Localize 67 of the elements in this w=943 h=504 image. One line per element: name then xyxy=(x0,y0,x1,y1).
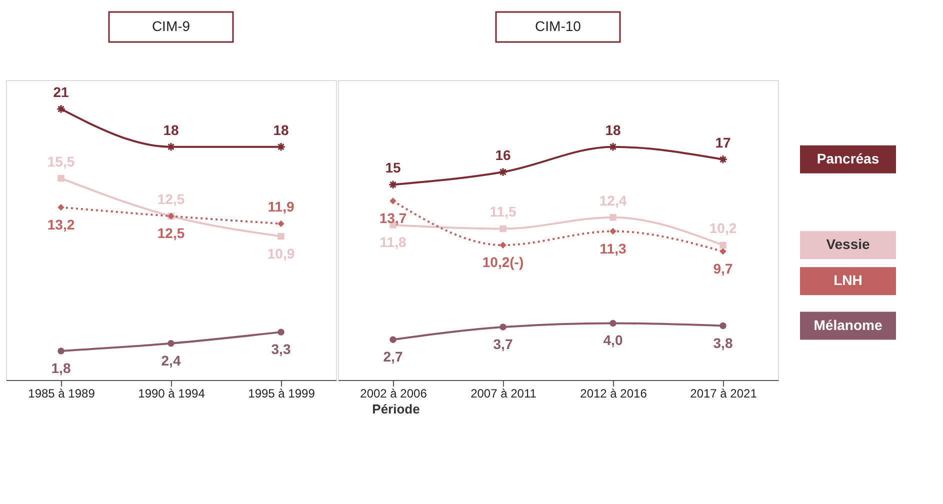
point xyxy=(720,248,726,255)
data-label: 9,7 xyxy=(713,260,733,276)
point xyxy=(610,320,616,327)
data-label: 21 xyxy=(53,84,69,100)
data-label: 13,2 xyxy=(47,216,75,232)
data-label: 13,7 xyxy=(379,210,407,226)
data-label: 11,5 xyxy=(490,204,516,220)
data-label: 12,5 xyxy=(157,225,185,242)
point xyxy=(276,142,286,152)
point xyxy=(58,348,64,354)
data-label: 3,8 xyxy=(713,334,733,351)
point xyxy=(720,322,726,330)
data-label: 11,8 xyxy=(380,234,406,250)
point xyxy=(610,228,616,235)
data-label: 18 xyxy=(163,122,179,138)
x-tick-label: 1995 à 1999 xyxy=(248,386,316,400)
x-tick-label: 1990 à 1994 xyxy=(138,386,206,400)
point xyxy=(718,154,728,164)
data-label: 15 xyxy=(385,160,401,176)
point xyxy=(278,328,284,336)
point xyxy=(58,174,64,182)
point xyxy=(168,340,174,347)
data-label: 10,2 xyxy=(709,220,737,236)
chart-title: CIM-9 xyxy=(152,18,190,34)
data-label: 17 xyxy=(715,134,731,150)
point xyxy=(610,214,616,221)
data-label: 3,7 xyxy=(493,336,513,352)
point xyxy=(58,204,64,211)
data-label: 10,9 xyxy=(267,245,295,262)
text: LNH xyxy=(834,272,862,288)
data-label: 10,2(-) xyxy=(482,254,524,270)
x-tick-label: 2017 à 2021 xyxy=(690,386,758,400)
text: Vessie xyxy=(826,236,870,252)
x-tick-label: 2012 à 2016 xyxy=(580,386,648,400)
x-tick-label: 1985 à 1989 xyxy=(28,386,96,400)
data-label: 18 xyxy=(273,122,289,138)
point xyxy=(56,104,66,114)
data-label: 2,4 xyxy=(161,352,181,368)
point xyxy=(498,167,508,177)
data-label: 11,3 xyxy=(600,240,626,256)
data-label: 2,7 xyxy=(383,348,403,365)
data-label: 12,5 xyxy=(157,191,185,208)
point xyxy=(500,324,506,330)
point xyxy=(720,242,726,248)
x-tick-label: 2002 à 2006 xyxy=(360,386,428,400)
data-label: 16 xyxy=(495,147,511,164)
x-tick-label: 2007 à 2011 xyxy=(470,386,537,400)
data-label: 11,9 xyxy=(268,198,294,215)
data-label: 3,3 xyxy=(271,341,291,358)
data-label: 4,0 xyxy=(603,332,623,348)
point xyxy=(500,225,506,232)
point xyxy=(278,232,284,240)
data-label: 1,8 xyxy=(51,360,71,376)
point xyxy=(166,142,176,152)
data-label: 12,4 xyxy=(599,192,627,208)
point xyxy=(388,180,398,190)
point xyxy=(390,198,396,204)
data-label: 18 xyxy=(605,122,621,138)
point xyxy=(500,242,506,248)
data-label: 15,5 xyxy=(47,153,75,170)
text: Pancréas xyxy=(816,150,880,166)
text: Mélanome xyxy=(814,316,882,333)
x-axis-title: Période xyxy=(372,402,420,416)
chart-title: CIM-10 xyxy=(535,18,582,34)
point xyxy=(608,142,618,152)
point xyxy=(278,220,284,228)
point xyxy=(390,336,396,343)
